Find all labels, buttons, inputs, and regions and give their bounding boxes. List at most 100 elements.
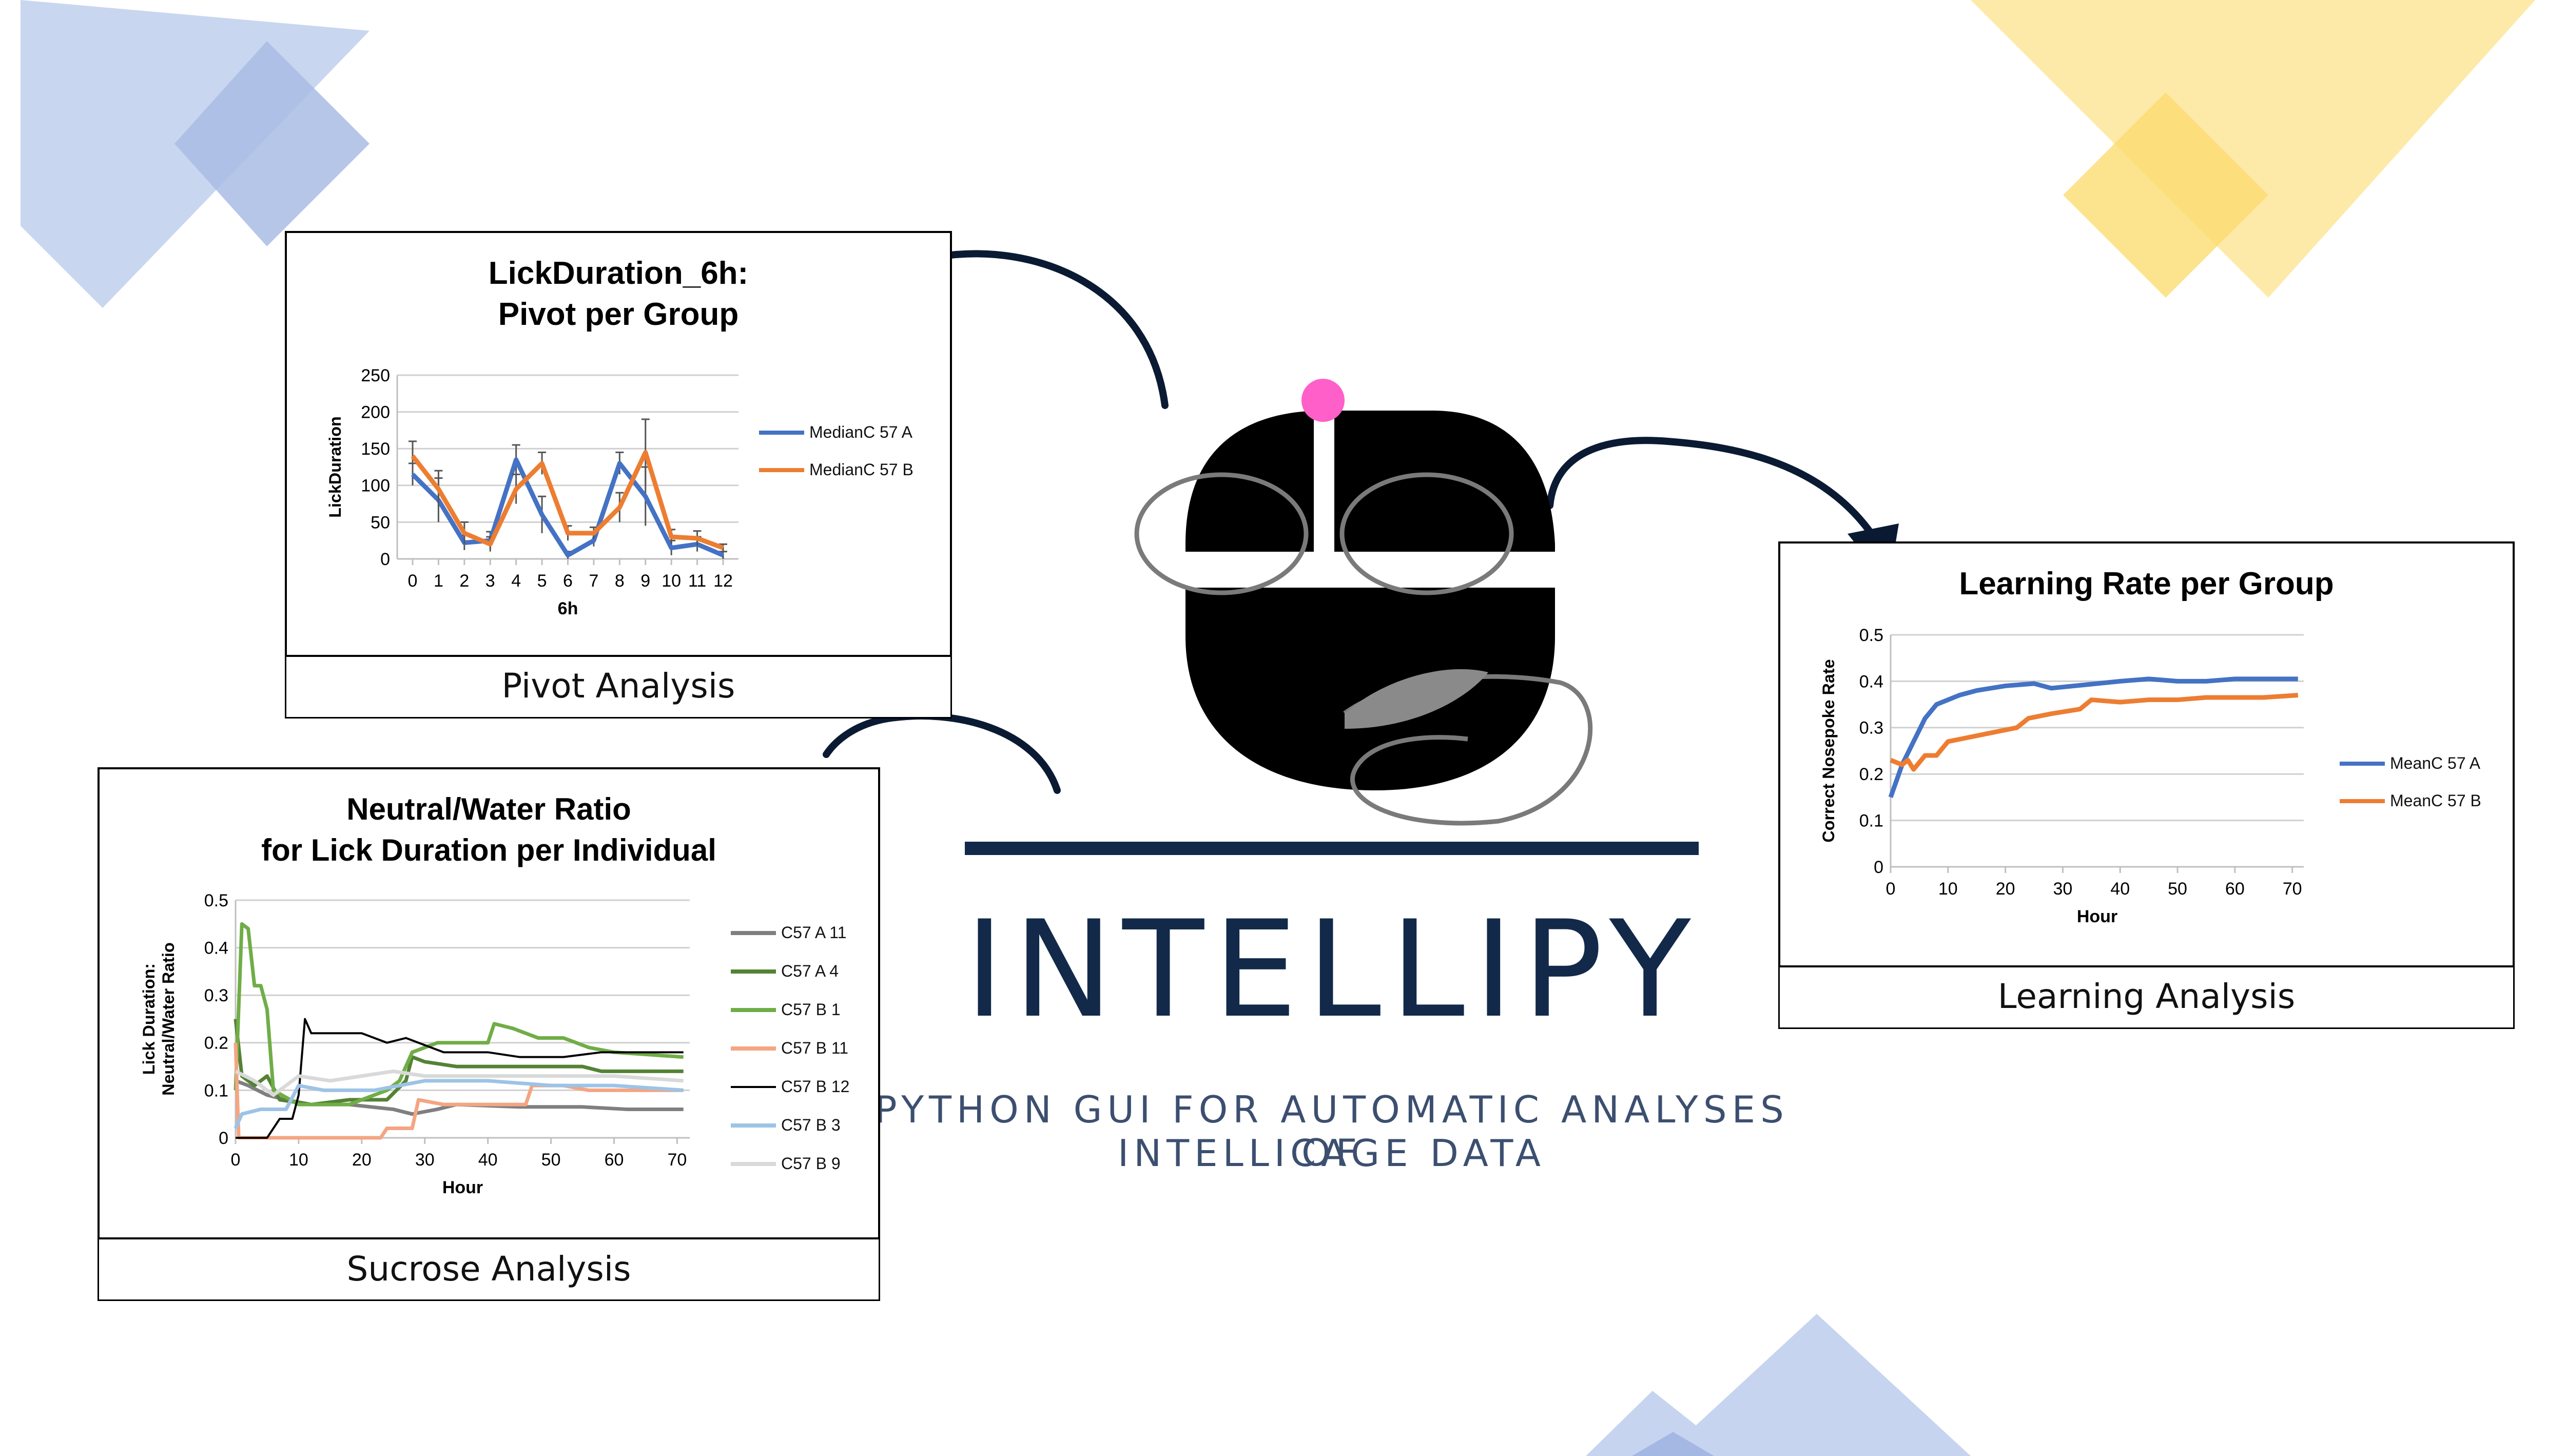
legend-swatch — [731, 1123, 776, 1128]
series-line — [235, 1069, 684, 1097]
learning-chart-frame: Learning Rate per Group 0 0.1 0.2 0.3 0.4 0.5… — [1778, 541, 2515, 967]
pivot-chart-frame: LickDuration_6h: Pivot per Group 0 50 100 1… — [285, 231, 952, 657]
y-tick-label: 0.5 — [204, 891, 228, 910]
x-tick-label: 7 — [589, 571, 598, 591]
y-tick-label: 250 — [361, 366, 390, 385]
y-tick-label: 0 — [1874, 858, 1883, 877]
x-tick-label: 0 — [1886, 879, 1896, 899]
legend-swatch — [731, 1046, 776, 1051]
series-line — [1890, 693, 2299, 772]
sucrose-legend: C57 A 11 C57 A 4 C57 B 1 C57 B 11 C57 B 12 C5… — [731, 923, 849, 1193]
y-tick-label: 0.3 — [1859, 719, 1883, 738]
legend-label: MeanC 57 B — [2390, 791, 2481, 810]
legend-swatch — [731, 1085, 776, 1088]
pivot-caption: Pivot Analysis — [285, 655, 952, 719]
pivot-chart-title-line1: LickDuration_6h: — [488, 256, 749, 291]
brand-title: INTELLIPY — [965, 892, 1700, 1047]
x-tick-label: 30 — [2053, 879, 2073, 899]
learning-panel: Learning Rate per Group 0 0.1 0.2 0.3 0.4 0.5… — [1778, 541, 2515, 1029]
x-tick-label: 60 — [605, 1150, 624, 1170]
series-line — [234, 1019, 684, 1106]
x-tick-label: 40 — [2110, 879, 2130, 899]
series-line — [1888, 676, 2298, 798]
x-tick-label: 20 — [352, 1150, 372, 1170]
x-tick-label: 12 — [713, 571, 733, 591]
x-tick-label: 60 — [2225, 879, 2245, 899]
legend-label: MeanC 57 A — [2390, 754, 2481, 772]
x-tick-label: 10 — [662, 571, 681, 591]
x-tick-label: 10 — [289, 1150, 308, 1170]
x-tick-label: 3 — [485, 571, 495, 591]
legend-swatch — [2340, 799, 2385, 803]
x-tick-label: 2 — [459, 571, 469, 591]
y-tick-label: 0 — [219, 1129, 228, 1148]
y-tick-label: 0.5 — [1859, 626, 1883, 645]
mouse-pink-dot — [1301, 379, 1345, 422]
legend-item: C57 B 9 — [731, 1154, 849, 1173]
legend-label: C57 B 11 — [781, 1039, 849, 1057]
x-axis-title: Hour — [2077, 907, 2117, 926]
x-tick-label: 11 — [688, 571, 706, 591]
legend-swatch — [759, 468, 804, 472]
x-tick-label: 0 — [231, 1150, 241, 1170]
y-tick-label: 0.4 — [1859, 672, 1883, 691]
sucrose-panel: Neutral/Water Ratio for Lick Duration pe… — [98, 767, 880, 1301]
learning-caption: Learning Analysis — [1778, 965, 2515, 1029]
legend-label: C57 A 11 — [781, 923, 847, 942]
learning-chart-title: Learning Rate per Group — [1959, 566, 2334, 601]
sucrose-line-chart: 0 0.1 0.2 0.3 0.4 0.5 0 10 20 30 40 50 60 70 Hour Lick … — [140, 891, 690, 1197]
brand-tagline-line2: INTELLICAGE DATA — [1118, 1132, 1546, 1175]
learning-line-chart: 0 0.1 0.2 0.3 0.4 0.5 0 10 20 30 40 50 60 70 Hour Corre… — [1819, 626, 2304, 926]
legend-swatch — [759, 430, 804, 435]
x-axis-title: 6h — [558, 599, 578, 618]
y-tick-label: 0.4 — [204, 939, 228, 958]
x-tick-label: 9 — [640, 571, 650, 591]
x-tick-label: 6 — [563, 571, 573, 591]
y-axis-title: Lick Duration: — [140, 963, 158, 1075]
y-axis-title: LickDuration — [326, 416, 344, 517]
y-tick-label: 0.2 — [1859, 765, 1883, 784]
legend-label: MedianC 57 A — [809, 423, 913, 441]
legend-label: C57 B 9 — [781, 1154, 841, 1173]
legend-label: C57 B 3 — [781, 1116, 841, 1134]
x-tick-label: 5 — [537, 571, 547, 591]
pivot-panel: LickDuration_6h: Pivot per Group 0 50 100 1… — [285, 231, 952, 719]
x-axis-title: Hour — [442, 1178, 483, 1197]
decor-blue-diamond-top-left — [21, 0, 370, 308]
series-line — [234, 922, 684, 1106]
pivot-chart-title-line2: Pivot per Group — [498, 297, 739, 332]
legend-item: MeanC 57 B — [2340, 791, 2481, 810]
legend-item: MedianC 57 B — [759, 460, 913, 479]
legend-swatch — [731, 1007, 776, 1012]
legend-label: MedianC 57 B — [809, 460, 913, 479]
series-line — [235, 1079, 684, 1116]
x-tick-label: 4 — [511, 571, 521, 591]
x-tick-label: 70 — [2283, 879, 2302, 899]
x-tick-label: 40 — [478, 1150, 498, 1170]
learning-legend: MeanC 57 A MeanC 57 B — [2340, 754, 2481, 810]
legend-item: C57 A 4 — [731, 962, 849, 981]
logo-underline — [965, 842, 1699, 855]
arrow-to-learning — [1546, 437, 1882, 548]
sucrose-chart-frame: Neutral/Water Ratio for Lick Duration pe… — [98, 767, 880, 1239]
legend-label: C57 B 1 — [781, 1000, 841, 1019]
y-axis-title: Correct Nosepoke Rate — [1819, 659, 1838, 842]
legend-item: MeanC 57 A — [2340, 754, 2481, 773]
sucrose-chart-title-line1: Neutral/Water Ratio — [346, 792, 631, 826]
legend-swatch — [2340, 761, 2385, 766]
x-tick-label: 8 — [615, 571, 625, 591]
legend-item: C57 B 3 — [731, 1116, 849, 1135]
legend-item: C57 B 1 — [731, 1000, 849, 1019]
legend-item: C57 A 11 — [731, 923, 849, 942]
x-tick-label: 30 — [415, 1150, 435, 1170]
legend-label: C57 A 4 — [781, 962, 839, 980]
brand-tagline-line1: PYTHON GUI FOR AUTOMATIC ANALYSES OF — [874, 1088, 1789, 1174]
y-tick-label: 0.3 — [204, 986, 228, 1005]
legend-item: C57 B 11 — [731, 1039, 849, 1058]
sucrose-caption: Sucrose Analysis — [98, 1238, 880, 1301]
mouse-body — [1180, 411, 1560, 790]
y-tick-label: 150 — [361, 439, 390, 459]
